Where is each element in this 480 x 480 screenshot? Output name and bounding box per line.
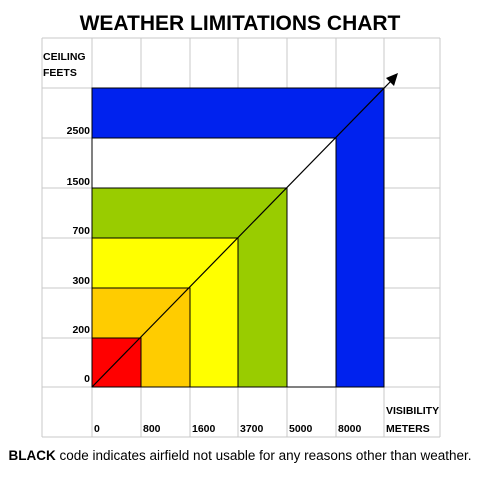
weather-chart: WEATHER LIMITATIONS CHART CEILING FEETS V… [41,12,441,438]
visibility-tick-label: 0 [94,423,100,435]
x-axis-label-line: METERS [386,423,430,435]
chart-title: WEATHER LIMITATIONS CHART [80,12,401,35]
ceiling-tick-labels: 0 200 300 700 1500 2500 [67,125,91,385]
visibility-tick-label: 8000 [338,423,362,435]
y-axis-label: CEILING FEETS [43,51,86,79]
visibility-tick-labels: 0 800 1600 3700 5000 8000 [94,423,362,435]
ceiling-tick-label: 700 [72,225,90,237]
footnote: BLACK code indicates airfield not usable… [0,448,480,463]
ceiling-tick-label: 1500 [67,176,91,188]
visibility-tick-label: 5000 [289,423,313,435]
x-axis-label-line: VISIBILITY [386,405,439,417]
y-axis-label-line: FEETS [43,67,77,79]
diagonal-line [91,79,393,388]
footnote-text: code indicates airfield not usable for a… [55,448,472,463]
ceiling-tick-label: 300 [72,275,90,287]
ceiling-tick-label: 0 [84,373,90,385]
diagonal-arrowhead [386,73,398,86]
visibility-tick-label: 3700 [240,423,264,435]
y-axis-label-line: CEILING [43,51,86,63]
visibility-tick-label: 1600 [192,423,216,435]
ceiling-tick-label: 200 [72,324,90,336]
x-axis-label: VISIBILITY METERS [386,405,439,435]
footnote-bold: BLACK [8,448,56,463]
ceiling-tick-label: 2500 [67,125,91,137]
visibility-tick-label: 800 [143,423,161,435]
